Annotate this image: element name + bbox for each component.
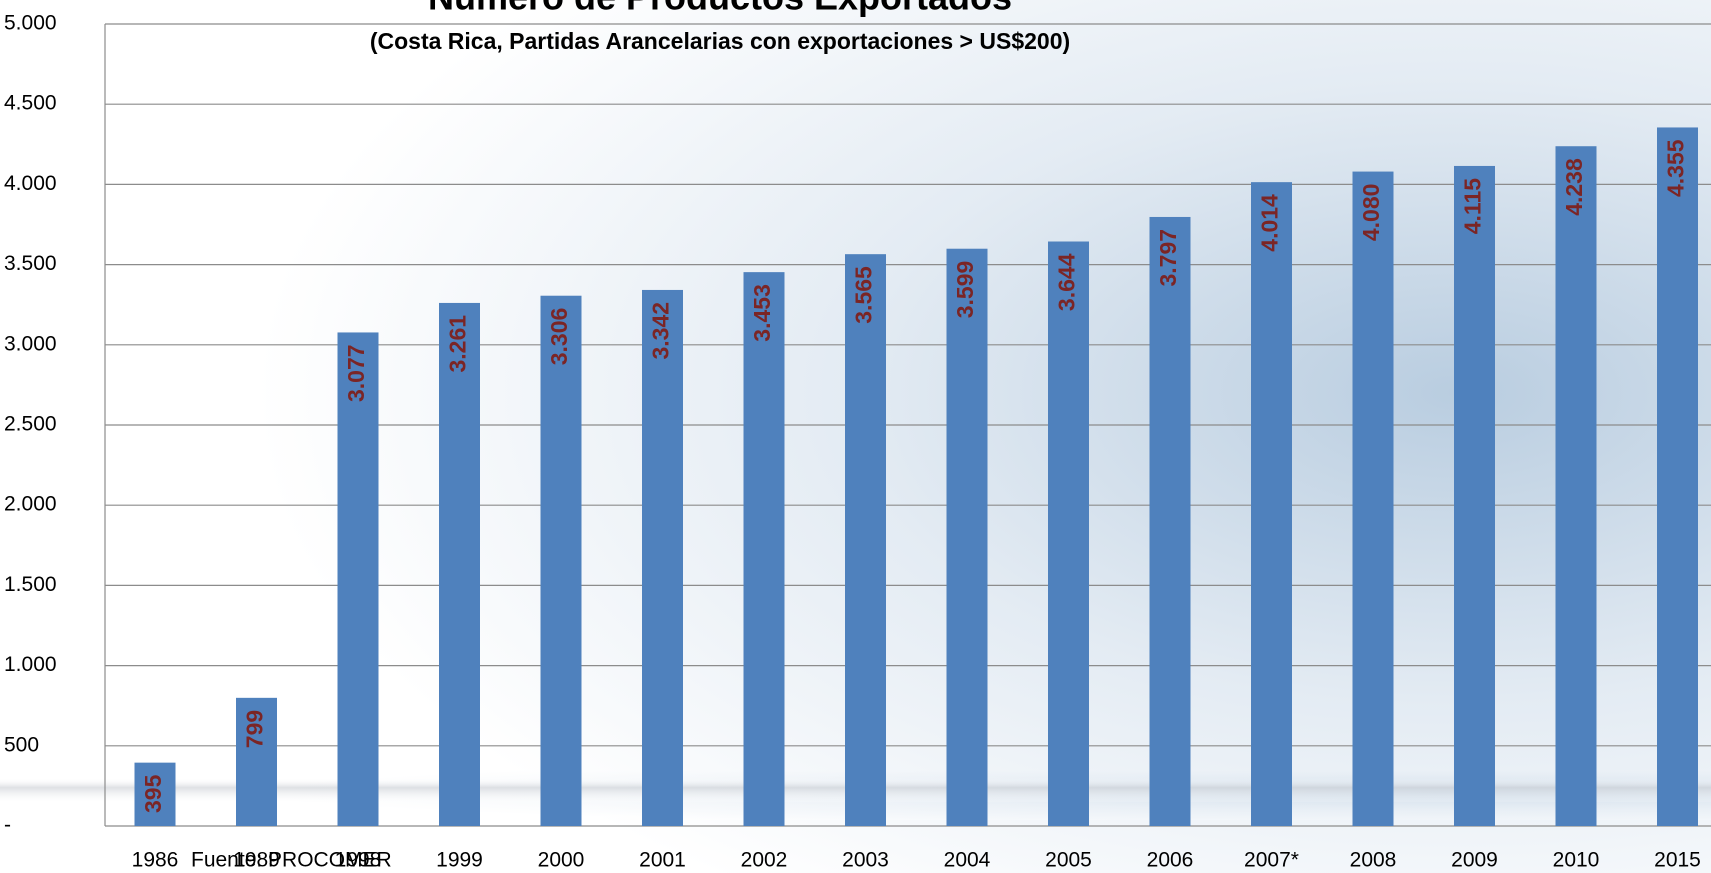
x-tick-label: 1986 [132, 849, 179, 872]
chart-title: Número de Productos Exportados [428, 0, 1012, 18]
y-tick-label: 1.000 [4, 653, 57, 676]
y-tick-label: 1.500 [4, 573, 57, 596]
page: {"chart_data": {"type": "bar", "title": … [0, 0, 1711, 873]
bar [338, 332, 379, 826]
data-label: 3.599 [952, 261, 978, 319]
bar [642, 290, 683, 826]
bar [1251, 182, 1292, 826]
x-tick-label: 2010 [1553, 849, 1600, 872]
y-tick-label: 2.000 [4, 493, 57, 516]
x-tick-label: 1999 [436, 849, 483, 872]
bar [1150, 217, 1191, 826]
bar [1353, 172, 1394, 826]
y-tick-label: 4.000 [4, 172, 57, 195]
data-label: 3.342 [648, 302, 674, 360]
x-tick-label: 2002 [741, 849, 788, 872]
x-tick-label: 1989 [233, 849, 280, 872]
bar [439, 303, 480, 826]
y-tick-label: 4.500 [4, 92, 57, 115]
y-tick-label: 3.000 [4, 332, 57, 355]
data-label: 3.306 [546, 308, 572, 366]
bar [744, 272, 785, 826]
x-tick-label: 2003 [842, 849, 889, 872]
x-tick-label: 1998 [335, 849, 382, 872]
data-label: 3.797 [1155, 229, 1181, 287]
data-label: 3.077 [343, 344, 369, 402]
bar [541, 296, 582, 826]
x-tick-label: 2015 [1654, 849, 1701, 872]
y-tick-label: - [4, 814, 11, 837]
bar [1048, 242, 1089, 826]
data-label: 3.261 [445, 315, 471, 373]
y-tick-label: 5.000 [4, 12, 57, 35]
data-label: 4.014 [1257, 194, 1283, 252]
bar [947, 249, 988, 826]
y-tick-label: 3.500 [4, 252, 57, 275]
bar [845, 254, 886, 826]
data-label: 4.238 [1561, 158, 1587, 216]
x-tick-label: 2007* [1244, 849, 1299, 872]
x-tick-label: 2000 [538, 849, 585, 872]
data-label: 395 [140, 774, 166, 813]
x-tick-label: 2006 [1147, 849, 1194, 872]
bar [1657, 127, 1698, 826]
data-label: 4.115 [1460, 178, 1486, 234]
x-tick-label: 2005 [1045, 849, 1092, 872]
data-label: 4.355 [1663, 139, 1689, 197]
bar [1556, 146, 1597, 826]
data-label: 3.565 [851, 266, 877, 324]
x-tick-label: 2004 [944, 849, 991, 872]
data-label: 3.453 [749, 284, 775, 342]
x-tick-label: 2009 [1451, 849, 1498, 872]
x-tick-label: 2008 [1350, 849, 1397, 872]
x-tick-label: 2001 [639, 849, 686, 872]
chart: Número de Productos Exportados (Costa Ri… [0, 0, 1711, 873]
bar [1454, 166, 1495, 826]
data-label: 4.080 [1358, 184, 1384, 242]
data-label: 799 [242, 710, 268, 748]
data-label: 3.644 [1054, 253, 1080, 311]
chart-subtitle: (Costa Rica, Partidas Arancelarias con e… [370, 28, 1070, 54]
y-tick-label: 500 [4, 733, 39, 756]
y-tick-label: 2.500 [4, 413, 57, 436]
